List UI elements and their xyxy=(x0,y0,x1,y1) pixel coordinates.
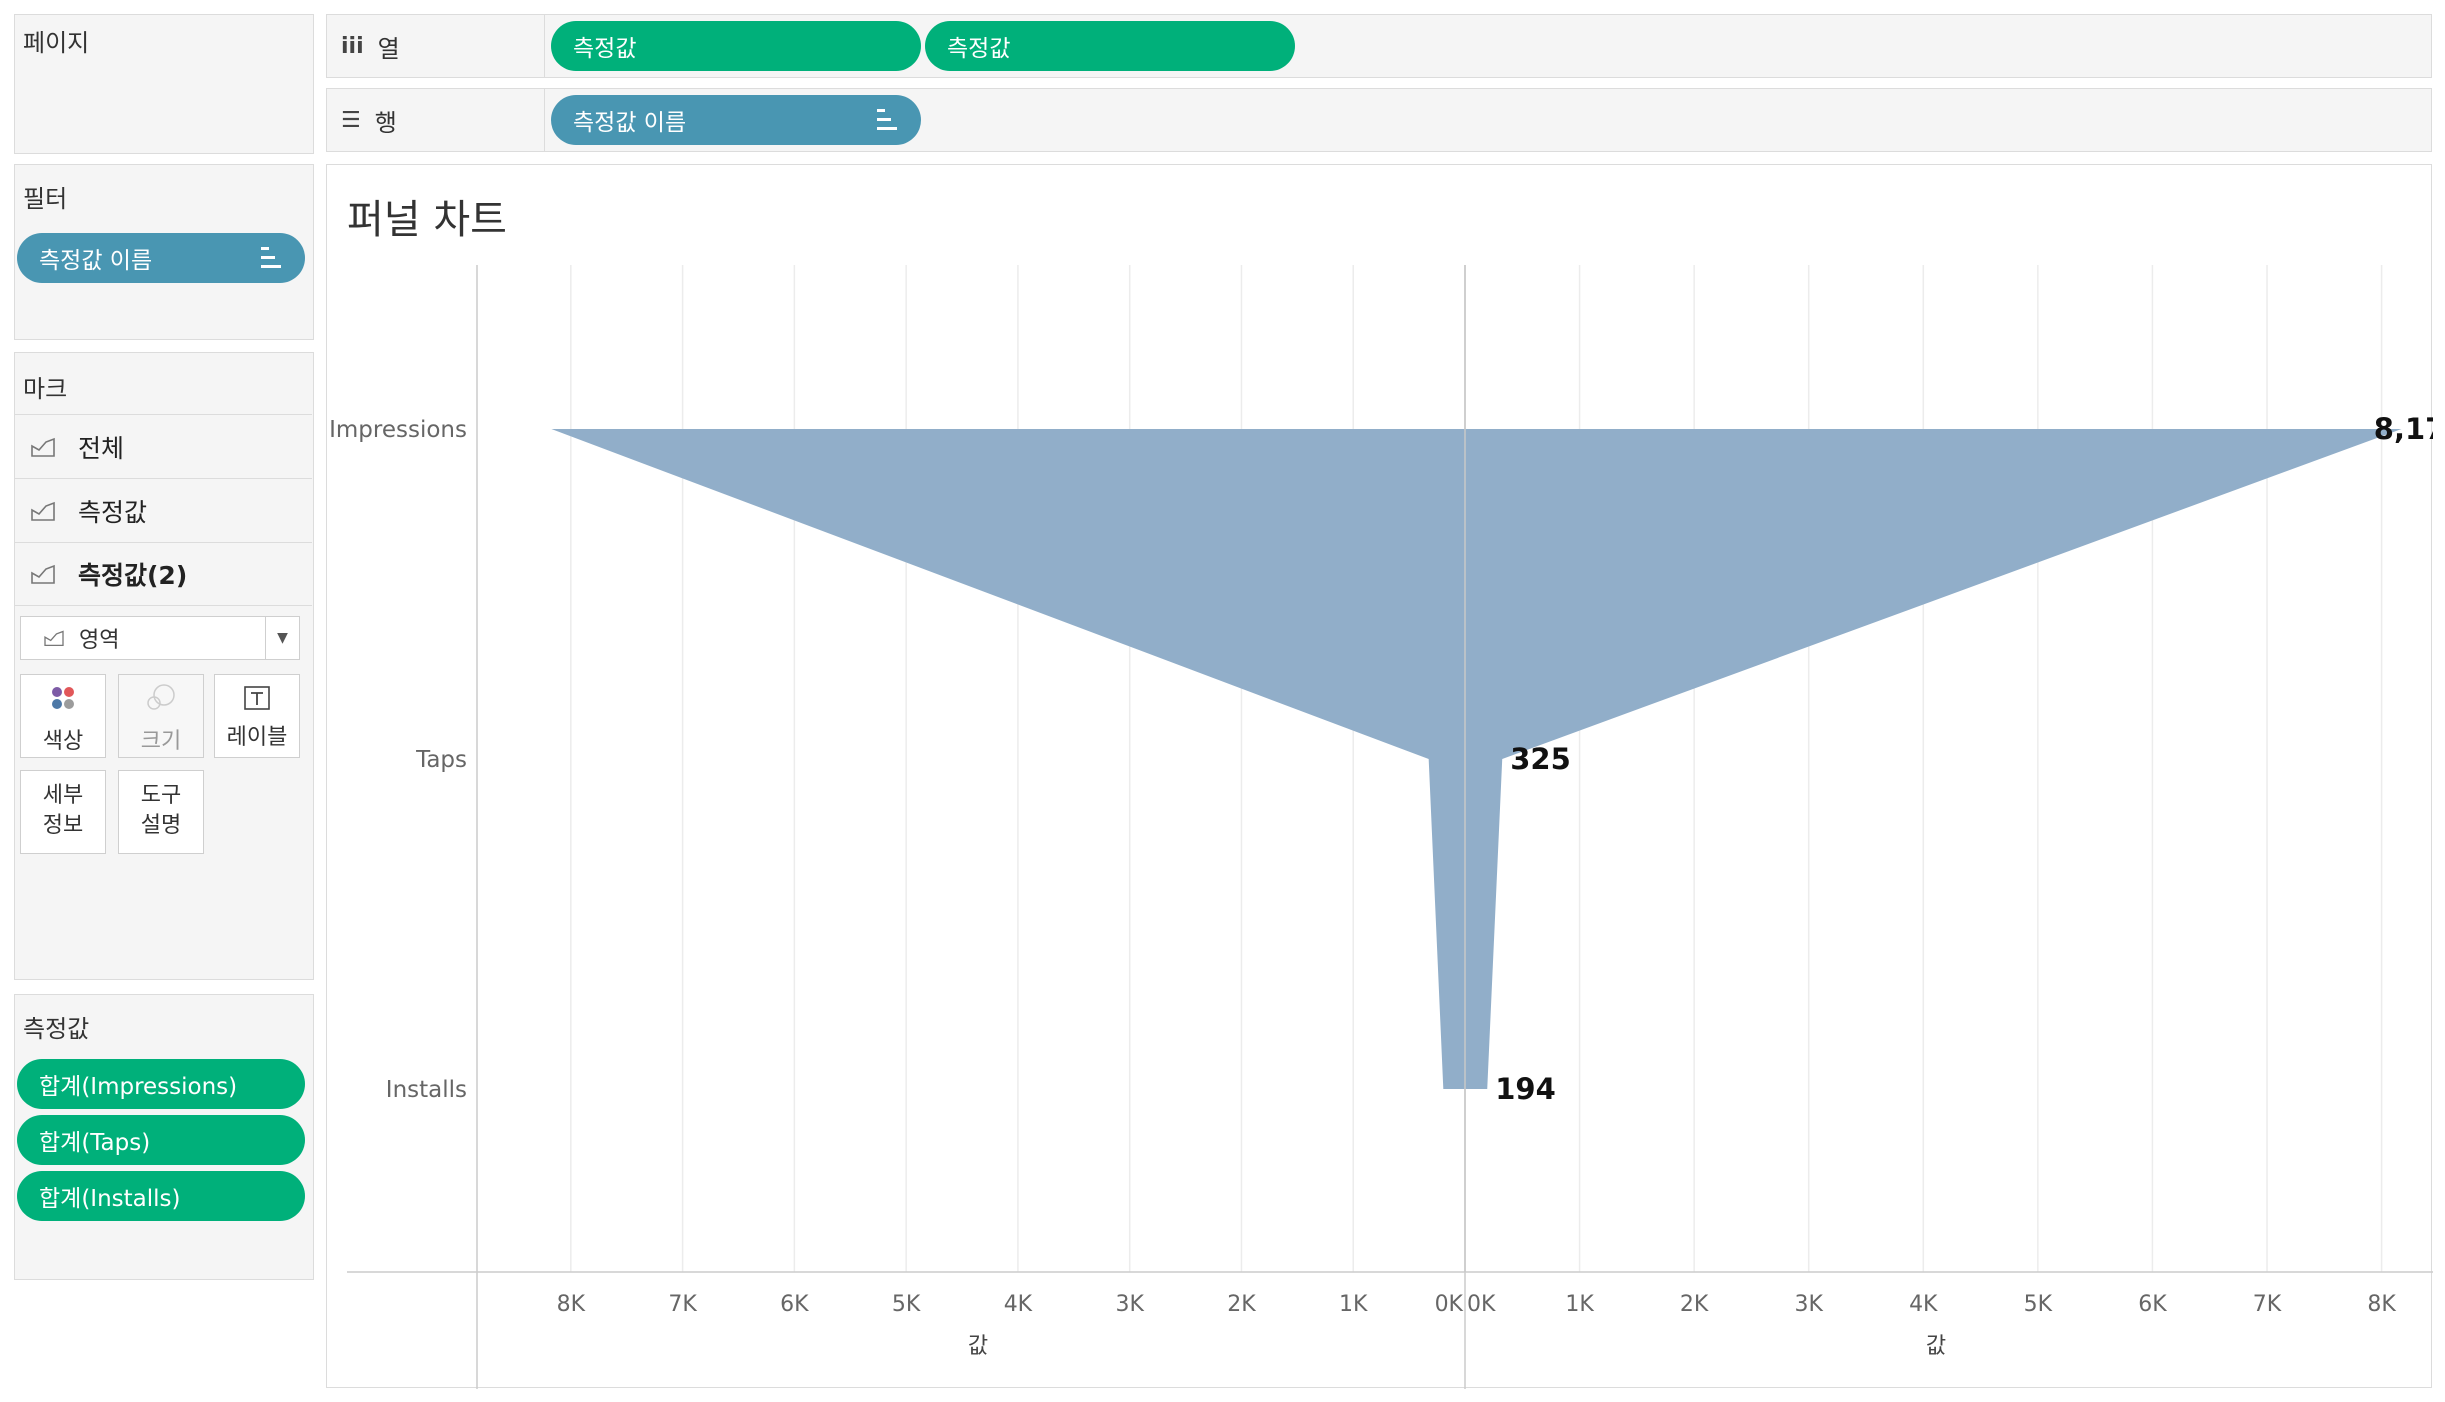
size-button[interactable]: 크기 xyxy=(118,674,204,758)
category-label: Taps xyxy=(415,747,467,773)
right-axis-tick-label: 5K xyxy=(2024,1292,2053,1317)
pages-panel-title: 페이지 xyxy=(23,23,89,58)
chart-view: 퍼널 차트 ImpressionsTapsInstalls8,174325194… xyxy=(326,164,2432,1388)
color-dots-icon xyxy=(48,683,78,713)
marks-row-measure-values-label: 측정값 xyxy=(78,493,147,529)
measure-values-panel: 측정값 합계(Impressions) 합계(Taps) 합계(Installs… xyxy=(14,994,314,1280)
right-axis-tick-label: 2K xyxy=(1680,1292,1709,1317)
columns-icon: iii xyxy=(341,34,364,59)
measure-values-panel-title: 측정값 xyxy=(23,1009,89,1044)
left-axis-tick-label: 6K xyxy=(780,1292,809,1317)
rows-pill-measure-names[interactable]: 측정값 이름 xyxy=(551,95,921,145)
data-label: 8,174 xyxy=(2374,412,2433,446)
chevron-down-icon[interactable]: ▼ xyxy=(265,617,299,659)
measure-pill-impressions-label: 합계(Impressions) xyxy=(39,1067,237,1101)
rows-pill-label: 측정값 이름 xyxy=(573,103,686,137)
measure-pill-installs[interactable]: 합계(Installs) xyxy=(17,1171,305,1221)
rows-shelf[interactable]: ☰ 행 측정값 이름 xyxy=(326,88,2432,152)
rows-icon: ☰ xyxy=(341,108,361,133)
columns-pill-label-1: 측정값 xyxy=(573,29,636,63)
area-mark-icon xyxy=(30,500,56,522)
left-axis-tick-label: 0K xyxy=(1435,1292,1464,1317)
right-axis-tick-label: 1K xyxy=(1565,1292,1594,1317)
color-button[interactable]: 색상 xyxy=(20,674,106,758)
left-axis-tick-label: 8K xyxy=(557,1292,586,1317)
columns-shelf-label-box: iii 열 xyxy=(327,15,545,77)
label-button-label: 레이블 xyxy=(215,719,299,751)
measure-pill-impressions[interactable]: 합계(Impressions) xyxy=(17,1059,305,1109)
pages-panel: 페이지 xyxy=(14,14,314,154)
rows-shelf-label-box: ☰ 행 xyxy=(327,89,545,151)
marks-row-all-label: 전체 xyxy=(78,429,124,465)
right-axis-tick-label: 0K xyxy=(1467,1292,1496,1317)
filter-pill-measure-names[interactable]: 측정값 이름 xyxy=(17,233,305,283)
data-label: 325 xyxy=(1510,742,1571,776)
left-axis-tick-label: 5K xyxy=(892,1292,921,1317)
left-axis-tick-label: 1K xyxy=(1339,1292,1368,1317)
category-label: Impressions xyxy=(329,417,467,443)
left-axis-tick-label: 4K xyxy=(1004,1292,1033,1317)
size-circles-icon xyxy=(144,683,178,713)
marks-row-measure-values-2-label: 측정값(2) xyxy=(78,556,187,592)
columns-pill-measure-values-1[interactable]: 측정값 xyxy=(551,21,921,71)
data-label: 194 xyxy=(1495,1072,1556,1106)
left-axis-tick-label: 7K xyxy=(668,1292,697,1317)
text-label-icon xyxy=(243,685,271,711)
filter-pill-label: 측정값 이름 xyxy=(39,241,152,275)
right-axis-tick-label: 4K xyxy=(1909,1292,1938,1317)
measure-pill-installs-label: 합계(Installs) xyxy=(39,1179,181,1213)
right-axis-tick-label: 3K xyxy=(1794,1292,1823,1317)
area-mark-icon xyxy=(43,629,65,647)
tooltip-button-label-line1: 도구 xyxy=(119,781,203,811)
size-button-label: 크기 xyxy=(119,723,203,755)
funnel-chart[interactable]: Impressions Taps Installs 8,174 325 194 8K 7K 6K… xyxy=(327,165,2433,1389)
right-axis-tick-label: 8K xyxy=(2367,1292,2396,1317)
tooltip-button[interactable]: 도구 설명 xyxy=(118,770,204,854)
rows-shelf-label: 행 xyxy=(375,103,397,138)
mark-type-dropdown[interactable]: 영역 ▼ xyxy=(20,616,300,660)
right-axis-title: 값 xyxy=(1926,1334,1946,1359)
marks-row-all[interactable]: 전체 xyxy=(14,414,312,478)
marks-row-measure-values-2[interactable]: 측정값(2) xyxy=(14,542,312,606)
marks-row-measure-values[interactable]: 측정값 xyxy=(14,478,312,542)
funnel-area xyxy=(551,429,2401,1089)
label-button[interactable]: 레이블 xyxy=(214,674,300,758)
marks-panel-title: 마크 xyxy=(23,369,67,404)
left-axis-title: 값 xyxy=(968,1334,988,1359)
mark-type-value: 영역 xyxy=(79,622,119,654)
detail-button-label-line2: 정보 xyxy=(21,811,105,841)
columns-shelf[interactable]: iii 열 측정값 측정값 xyxy=(326,14,2432,78)
area-mark-icon xyxy=(30,436,56,458)
right-axis-tick-label: 7K xyxy=(2253,1292,2282,1317)
right-axis-tick-label: 6K xyxy=(2138,1292,2167,1317)
detail-button-label-line1: 세부 xyxy=(21,781,105,811)
area-mark-icon xyxy=(30,563,56,585)
tooltip-button-label-line2: 설명 xyxy=(119,811,203,841)
filters-panel: 필터 측정값 이름 xyxy=(14,164,314,340)
detail-button[interactable]: 세부 정보 xyxy=(20,770,106,854)
left-axis-tick-label: 3K xyxy=(1115,1292,1144,1317)
category-label: Installs xyxy=(386,1077,467,1103)
left-axis-tick-label: 2K xyxy=(1227,1292,1256,1317)
filters-panel-title: 필터 xyxy=(23,179,67,214)
measure-pill-taps[interactable]: 합계(Taps) xyxy=(17,1115,305,1165)
color-button-label: 색상 xyxy=(21,723,105,755)
sort-descending-icon[interactable] xyxy=(261,247,281,269)
sort-descending-icon[interactable] xyxy=(877,109,897,131)
columns-shelf-label: 열 xyxy=(378,29,400,64)
measure-pill-taps-label: 합계(Taps) xyxy=(39,1123,150,1157)
columns-pill-label-2: 측정값 xyxy=(947,29,1010,63)
columns-pill-measure-values-2[interactable]: 측정값 xyxy=(925,21,1295,71)
